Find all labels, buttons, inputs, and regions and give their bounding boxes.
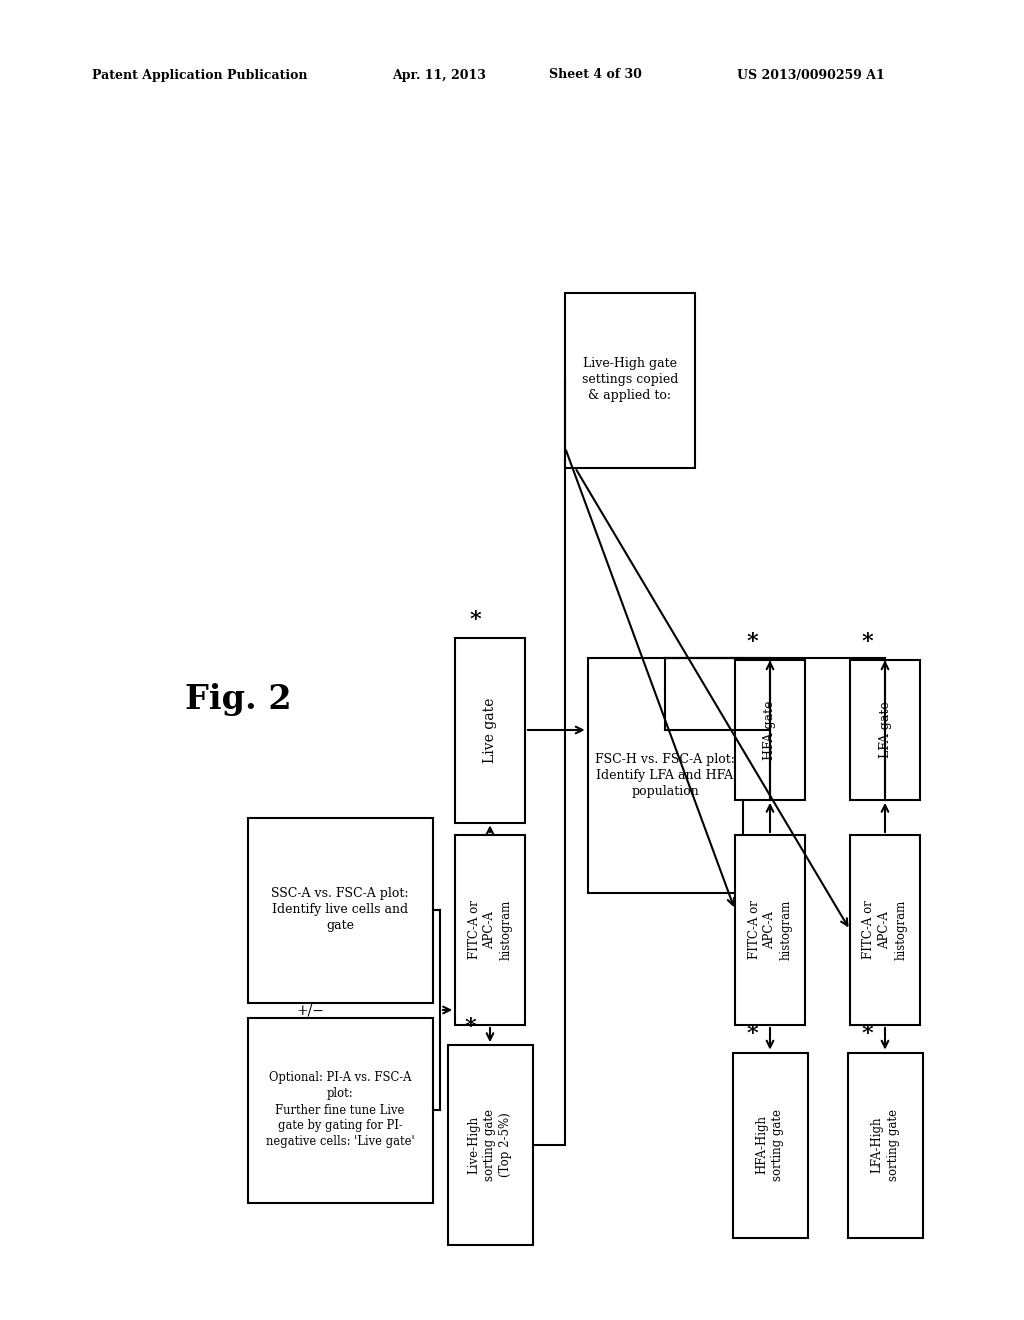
Text: +/−: +/− bbox=[296, 1003, 324, 1016]
Text: FITC-A or
APC-A
histogram: FITC-A or APC-A histogram bbox=[748, 900, 793, 960]
Text: LFA-High
sorting gate: LFA-High sorting gate bbox=[870, 1109, 899, 1181]
Text: *: * bbox=[861, 631, 872, 653]
Text: Live-High gate
settings copied
& applied to:: Live-High gate settings copied & applied… bbox=[582, 358, 678, 403]
Text: *: * bbox=[469, 609, 481, 631]
Text: LFA gate: LFA gate bbox=[879, 702, 892, 759]
Text: HFA gate: HFA gate bbox=[764, 700, 776, 760]
Text: FSC-H vs. FSC-A plot:
Identify LFA and HFA
population: FSC-H vs. FSC-A plot: Identify LFA and H… bbox=[595, 752, 735, 797]
Text: *: * bbox=[746, 1023, 758, 1045]
Text: Fig. 2: Fig. 2 bbox=[185, 684, 292, 717]
Bar bbox=[848, 1052, 923, 1238]
Bar bbox=[565, 293, 695, 467]
Text: *: * bbox=[861, 1023, 872, 1045]
Text: US 2013/0090259 A1: US 2013/0090259 A1 bbox=[737, 69, 885, 82]
Text: Apr. 11, 2013: Apr. 11, 2013 bbox=[392, 69, 485, 82]
Text: Live gate: Live gate bbox=[483, 697, 497, 763]
Text: FITC-A or
APC-A
histogram: FITC-A or APC-A histogram bbox=[862, 900, 907, 960]
Bar bbox=[248, 1018, 432, 1203]
Bar bbox=[735, 836, 805, 1026]
Bar bbox=[447, 1045, 532, 1245]
Text: Patent Application Publication: Patent Application Publication bbox=[92, 69, 307, 82]
Bar bbox=[588, 657, 742, 892]
Bar bbox=[735, 660, 805, 800]
Bar bbox=[248, 817, 432, 1002]
Text: SSC-A vs. FSC-A plot:
Identify live cells and
gate: SSC-A vs. FSC-A plot: Identify live cell… bbox=[271, 887, 409, 932]
Text: Optional: PI-A vs. FSC-A
plot:
Further fine tune Live
gate by gating for PI-
neg: Optional: PI-A vs. FSC-A plot: Further f… bbox=[265, 1072, 415, 1148]
Text: FITC-A or
APC-A
histogram: FITC-A or APC-A histogram bbox=[468, 900, 512, 960]
Bar bbox=[455, 836, 525, 1026]
Text: Sheet 4 of 30: Sheet 4 of 30 bbox=[549, 69, 642, 82]
Text: *: * bbox=[746, 631, 758, 653]
Text: Live-High
sorting gate
(Top 2-5%): Live-High sorting gate (Top 2-5%) bbox=[468, 1109, 512, 1181]
Text: *: * bbox=[464, 1016, 476, 1038]
Bar bbox=[732, 1052, 808, 1238]
Text: HFA-High
sorting gate: HFA-High sorting gate bbox=[756, 1109, 784, 1181]
Bar bbox=[455, 638, 525, 822]
Bar bbox=[850, 660, 920, 800]
Bar bbox=[850, 836, 920, 1026]
